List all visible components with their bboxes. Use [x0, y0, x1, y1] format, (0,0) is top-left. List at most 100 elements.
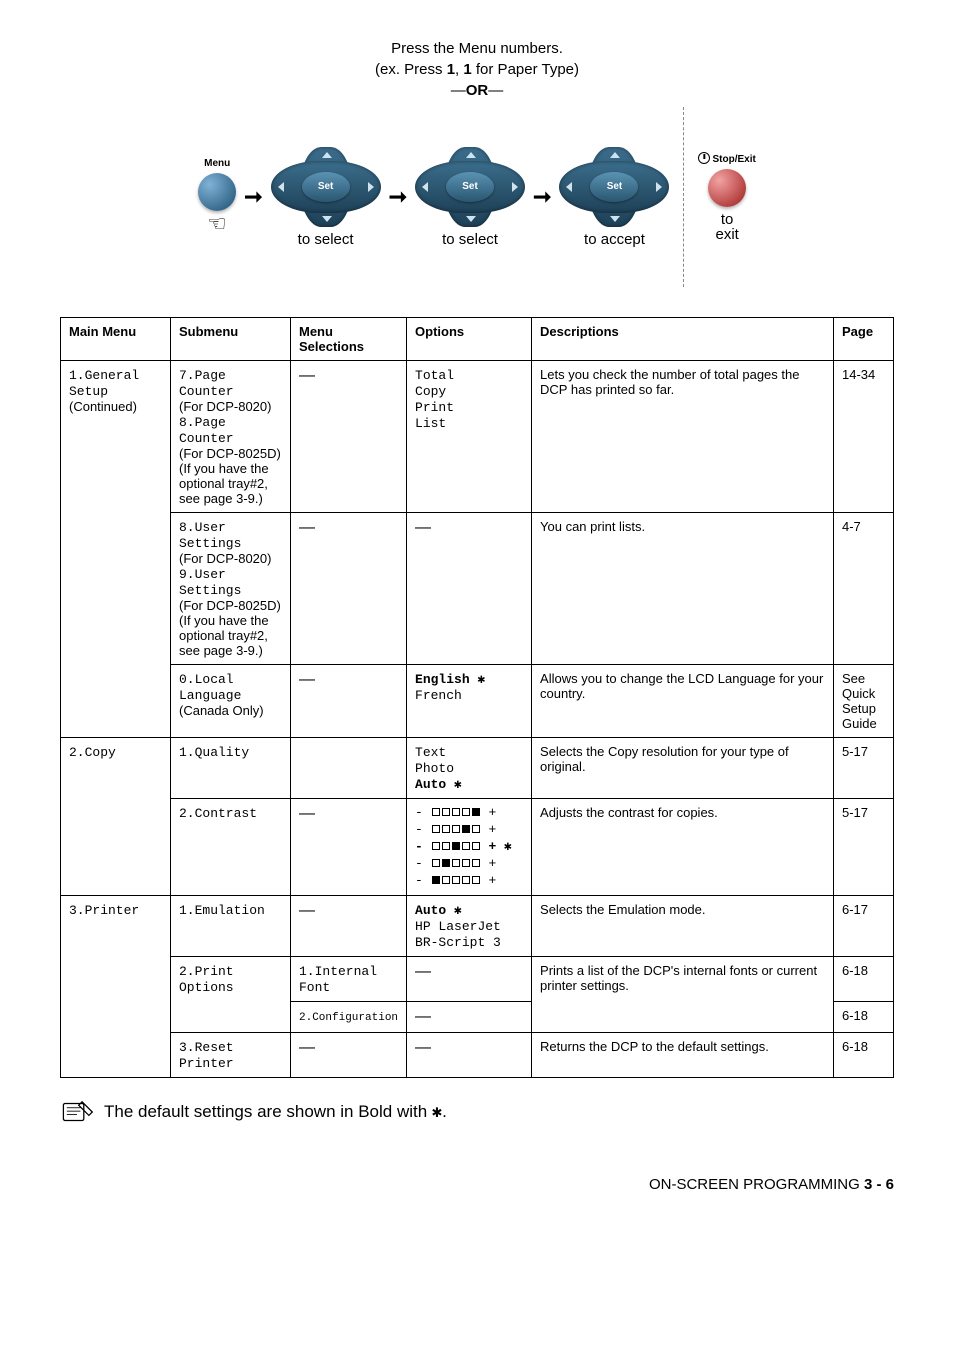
table-row: 8.UserSettings(For DCP-8020)9.UserSettin… [61, 513, 894, 665]
cell-selections: — [291, 1033, 407, 1078]
cell-submenu: 7.PageCounter(For DCP-8020)8.PageCounter… [171, 361, 291, 513]
table-row: 2.Copy1.QualityTextPhotoAuto ✱Selects th… [61, 738, 894, 799]
cell-options: English ✱French [407, 665, 532, 738]
footnote-text: The default settings are shown in Bold w… [104, 1102, 447, 1122]
cell-selections: — [291, 896, 407, 957]
cell-main: 2.Copy [61, 738, 171, 896]
table-row: 2.PrintOptions1.InternalFont—Prints a li… [61, 957, 894, 1002]
cell-page: 6-18 [834, 1002, 894, 1033]
intro-line2-post: for Paper Type) [472, 61, 579, 78]
cell-description: Prints a list of the DCP's internal font… [532, 957, 834, 1033]
stop-text: Stop/Exit [712, 154, 755, 165]
stop-exit-label: Stop/Exit [698, 152, 755, 165]
nav-diagram: Menu ☞ ➞ Set to select ➞ Set to select ➞… [60, 107, 894, 287]
exit-stage: Stop/Exit to exit [698, 152, 755, 243]
cell-options: — [407, 1002, 532, 1033]
select-label-1: to select [298, 231, 354, 248]
cell-description: You can print lists. [532, 513, 834, 665]
cell-selections: — [291, 799, 407, 896]
cell-submenu: 1.Emulation [171, 896, 291, 957]
arrow-icon: ➞ [533, 184, 551, 210]
cell-page: See Quick Setup Guide [834, 665, 894, 738]
table-body: 1.GeneralSetup(Continued)7.PageCounter(F… [61, 361, 894, 1078]
exit-label-2: exit [715, 226, 738, 243]
intro-b1: 1 [447, 61, 455, 78]
intro-line1: Press the Menu numbers. [60, 40, 894, 57]
intro-line2-pre: (ex. Press [375, 61, 447, 78]
table-row: 3.Printer1.Emulation—Auto ✱HP LaserJetBR… [61, 896, 894, 957]
cell-submenu: 2.PrintOptions [171, 957, 291, 1033]
cell-options: Auto ✱HP LaserJetBR-Script 3 [407, 896, 532, 957]
cell-selections: 1.InternalFont [291, 957, 407, 1002]
footer-text: ON-SCREEN PROGRAMMING [649, 1176, 864, 1193]
col-submenu: Submenu [171, 318, 291, 361]
cell-main: 3.Printer [61, 896, 171, 1078]
table-header-row: Main Menu Submenu MenuSelections Options… [61, 318, 894, 361]
cell-page: 6-17 [834, 896, 894, 957]
intro-or: —OR— [60, 82, 894, 99]
page-footer: ON-SCREEN PROGRAMMING 3 - 6 [60, 1176, 894, 1193]
note-icon [60, 1098, 94, 1126]
menu-label: Menu [204, 158, 230, 169]
cell-options: TextPhotoAuto ✱ [407, 738, 532, 799]
cell-options: - + - + - + ✱ - + - + [407, 799, 532, 896]
hand-icon: ☞ [207, 211, 227, 237]
cell-description: Lets you check the number of total pages… [532, 361, 834, 513]
or-post: — [488, 82, 503, 99]
cell-page: 5-17 [834, 738, 894, 799]
accept-stage: Set to accept [559, 147, 669, 248]
stop-icon [698, 152, 710, 164]
intro-b2: 1 [463, 61, 471, 78]
cell-submenu: 3.ResetPrinter [171, 1033, 291, 1078]
cell-options: — [407, 957, 532, 1002]
dpad-icon: Set [271, 147, 381, 227]
select-stage-2: Set to select [415, 147, 525, 248]
cell-description: Returns the DCP to the default settings. [532, 1033, 834, 1078]
cell-description: Adjusts the contrast for copies. [532, 799, 834, 896]
cell-submenu: 0.LocalLanguage(Canada Only) [171, 665, 291, 738]
cell-selections [291, 738, 407, 799]
menu-table: Main Menu Submenu MenuSelections Options… [60, 317, 894, 1078]
cell-description: Selects the Copy resolution for your typ… [532, 738, 834, 799]
cell-submenu: 1.Quality [171, 738, 291, 799]
cell-options: — [407, 513, 532, 665]
accept-label: to accept [584, 231, 645, 248]
cell-page: 6-18 [834, 1033, 894, 1078]
cell-description: Allows you to change the LCD Language fo… [532, 665, 834, 738]
menu-button-icon [198, 173, 236, 211]
intro-line2: (ex. Press 1, 1 for Paper Type) [60, 61, 894, 78]
footnote: The default settings are shown in Bold w… [60, 1098, 894, 1126]
separator [683, 107, 684, 287]
arrow-icon: ➞ [389, 184, 407, 210]
cell-page: 5-17 [834, 799, 894, 896]
table-row: 3.ResetPrinter——Returns the DCP to the d… [61, 1033, 894, 1078]
cell-selections: — [291, 513, 407, 665]
menu-stage: Menu ☞ [198, 158, 236, 237]
table-row: 0.LocalLanguage(Canada Only)—English ✱Fr… [61, 665, 894, 738]
select-stage-1: Set to select [271, 147, 381, 248]
set-label: Set [590, 172, 638, 202]
col-menu-selections: MenuSelections [291, 318, 407, 361]
col-descriptions: Descriptions [532, 318, 834, 361]
cell-selections: — [291, 665, 407, 738]
cell-main: 1.GeneralSetup(Continued) [61, 361, 171, 738]
cell-page: 6-18 [834, 957, 894, 1002]
cell-submenu: 8.UserSettings(For DCP-8020)9.UserSettin… [171, 513, 291, 665]
cell-selections: — [291, 361, 407, 513]
set-label: Set [302, 172, 350, 202]
cell-page: 14-34 [834, 361, 894, 513]
col-page: Page [834, 318, 894, 361]
dpad-icon: Set [415, 147, 525, 227]
or-bold: OR [466, 82, 489, 99]
arrow-icon: ➞ [244, 184, 262, 210]
table-row: 2.Contrast— - + - + - + ✱ - + - + Adjust… [61, 799, 894, 896]
cell-description: Selects the Emulation mode. [532, 896, 834, 957]
stop-button-icon [708, 169, 746, 207]
col-main-menu: Main Menu [61, 318, 171, 361]
table-row: 1.GeneralSetup(Continued)7.PageCounter(F… [61, 361, 894, 513]
cell-options: TotalCopyPrintList [407, 361, 532, 513]
cell-options: — [407, 1033, 532, 1078]
cell-page: 4-7 [834, 513, 894, 665]
set-label: Set [446, 172, 494, 202]
footer-page: 3 - 6 [864, 1176, 894, 1193]
